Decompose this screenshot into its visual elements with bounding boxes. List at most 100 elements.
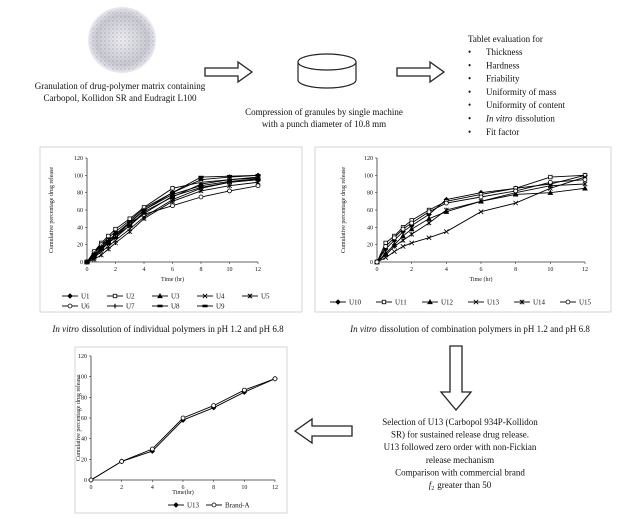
marker bbox=[198, 186, 204, 189]
y-tick-label: 120 bbox=[78, 354, 87, 360]
powder-image bbox=[88, 7, 156, 73]
y-tick-label: 120 bbox=[364, 156, 373, 162]
legend-label: Brand-A bbox=[225, 502, 250, 510]
marker bbox=[548, 174, 553, 180]
x-tick-label: 2 bbox=[410, 267, 413, 273]
bullet: • bbox=[468, 100, 471, 110]
marker bbox=[443, 207, 449, 213]
y-tick-label: 40 bbox=[367, 225, 373, 231]
y-tick-label: 100 bbox=[364, 173, 373, 179]
x-tick-label: 2 bbox=[114, 267, 117, 273]
legend-label: U12 bbox=[441, 299, 454, 307]
marker bbox=[582, 181, 588, 187]
marker bbox=[383, 252, 389, 258]
marker bbox=[513, 188, 519, 194]
marker bbox=[400, 237, 406, 243]
legend-label: U7 bbox=[126, 303, 135, 311]
legend-label: U11 bbox=[395, 299, 407, 307]
x-tick-label: 12 bbox=[582, 267, 588, 273]
y-axis-title: Cumulative percentage drug release bbox=[76, 375, 82, 461]
f2-symbol: f bbox=[429, 480, 433, 490]
marker bbox=[113, 240, 118, 246]
y-tick-label: 100 bbox=[74, 173, 83, 179]
y-tick-label: 20 bbox=[367, 243, 373, 249]
x-tick-label: 6 bbox=[480, 267, 483, 273]
step-caption: Compression of granules by single machin… bbox=[245, 107, 403, 117]
marker bbox=[383, 244, 389, 249]
conclusion-line: SR) for sustained release drug release. bbox=[391, 430, 529, 440]
marker bbox=[127, 220, 133, 224]
marker bbox=[400, 232, 406, 239]
x-tick-label: 12 bbox=[272, 485, 278, 491]
marker bbox=[255, 183, 261, 189]
marker bbox=[67, 303, 73, 309]
list-item: Fit factor bbox=[486, 127, 519, 137]
y-tick-label: 120 bbox=[74, 156, 83, 162]
x-tick-label: 10 bbox=[547, 267, 553, 273]
marker bbox=[519, 299, 525, 305]
marker bbox=[169, 194, 176, 198]
y-tick-label: 40 bbox=[77, 225, 83, 231]
conclusion-text: greater than 50 bbox=[437, 480, 491, 490]
marker bbox=[198, 194, 204, 200]
tablet-icon bbox=[297, 53, 357, 89]
marker bbox=[198, 175, 204, 179]
marker bbox=[157, 304, 163, 308]
marker bbox=[127, 224, 133, 227]
conclusion-line: Comparison with commercial brand bbox=[395, 467, 525, 477]
chart-caption: In vitro dissolution of combination polym… bbox=[349, 324, 590, 334]
step-caption: Carbopol, Kollidon SR and Eudragit L100 bbox=[44, 93, 197, 103]
list-item: Uniformity of mass bbox=[486, 87, 557, 97]
list-item: Uniformity of content bbox=[486, 100, 565, 110]
marker bbox=[408, 226, 415, 232]
arrow bbox=[396, 60, 446, 84]
legend-label: U10 bbox=[349, 299, 362, 307]
y-tick-label: 60 bbox=[81, 416, 87, 422]
marker bbox=[113, 226, 118, 232]
marker bbox=[582, 177, 588, 183]
list-item: Friability bbox=[486, 74, 520, 84]
bullet: • bbox=[468, 87, 471, 97]
marker bbox=[391, 249, 397, 255]
list-title: Tablet evaluation for bbox=[468, 34, 543, 44]
marker bbox=[170, 203, 175, 209]
marker bbox=[478, 209, 484, 215]
series-line bbox=[376, 174, 586, 263]
f2-subscript: 2 bbox=[431, 486, 434, 492]
marker bbox=[391, 243, 397, 249]
x-axis-title: Time(hr) bbox=[172, 489, 193, 496]
y-axis-title: Cumulative percentage drug release bbox=[341, 167, 347, 253]
list-item: Hardness bbox=[486, 60, 520, 70]
x-tick-label: 8 bbox=[212, 485, 215, 491]
marker bbox=[443, 229, 449, 235]
marker bbox=[169, 191, 176, 194]
x-tick-label: 4 bbox=[151, 485, 154, 491]
marker bbox=[409, 240, 415, 246]
legend-label: U1 bbox=[81, 293, 90, 301]
legend-label: U15 bbox=[579, 299, 592, 307]
marker bbox=[198, 188, 204, 194]
caption-italic: In vitro bbox=[349, 324, 377, 334]
marker bbox=[582, 185, 588, 191]
chart-caption: In vitro dissolution of individual polyme… bbox=[51, 324, 284, 334]
marker bbox=[112, 236, 119, 240]
marker bbox=[84, 260, 90, 264]
legend-label: U5 bbox=[261, 293, 270, 301]
marker bbox=[112, 303, 118, 309]
marker bbox=[141, 208, 147, 212]
caption-text: dissolution of individual polymers in pH… bbox=[82, 324, 284, 334]
legend-label: U9 bbox=[216, 303, 225, 311]
chart-frame bbox=[39, 146, 303, 313]
arrow bbox=[204, 60, 254, 84]
item-text: dissolution bbox=[515, 114, 555, 124]
x-tick-label: 10 bbox=[227, 267, 233, 273]
y-tick-label: 80 bbox=[77, 191, 83, 197]
bullet: • bbox=[468, 47, 471, 57]
y-tick-label: 20 bbox=[77, 243, 83, 249]
marker bbox=[91, 255, 97, 259]
marker bbox=[547, 179, 553, 185]
marker bbox=[112, 232, 119, 236]
legend-label: U13 bbox=[487, 299, 500, 307]
marker bbox=[409, 220, 415, 226]
marker bbox=[255, 174, 261, 177]
